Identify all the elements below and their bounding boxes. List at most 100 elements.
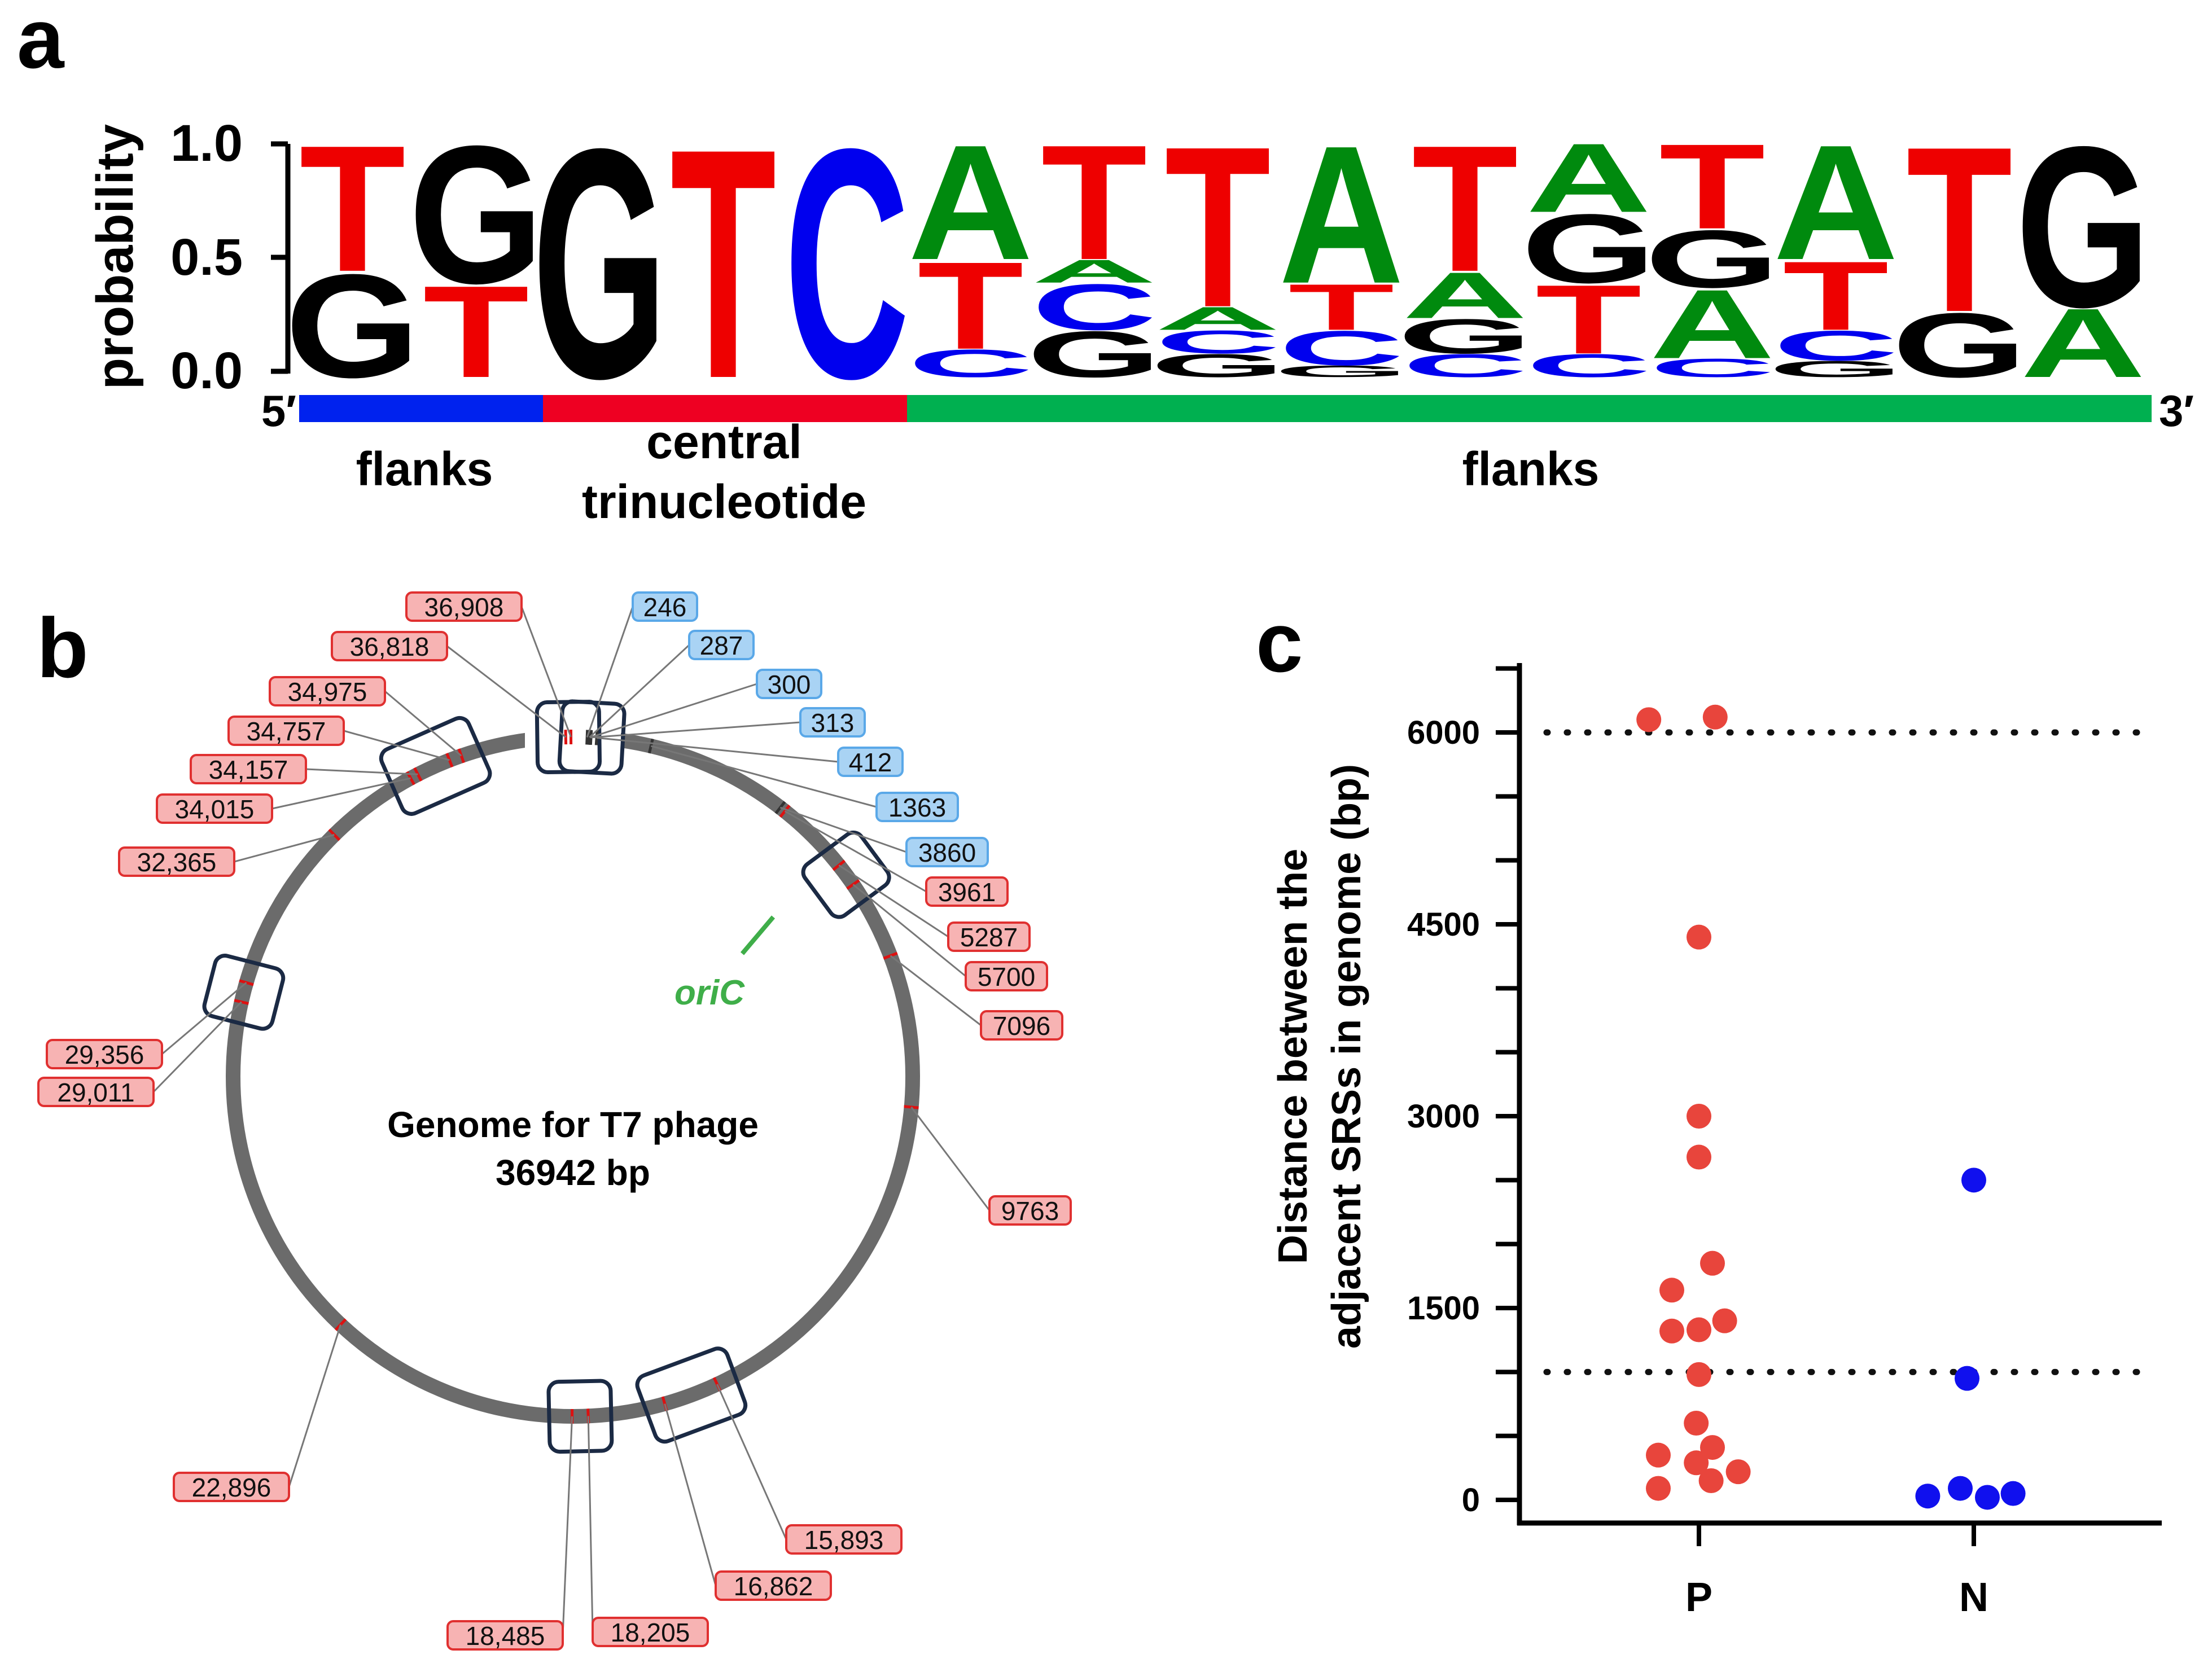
logo-letter-G-pos10: G: [1398, 309, 1532, 364]
site-label-box: [37, 1077, 155, 1107]
site-tick-246: [585, 730, 589, 745]
site-label-box: [785, 1524, 903, 1555]
panel-letter-a: a: [17, 0, 65, 86]
distance-scatter-panel: c Distance between the adjacent SRSs in …: [1256, 595, 2162, 1620]
site-tick-5287: [832, 859, 846, 871]
logo-letter-C-pos9: C: [1279, 321, 1404, 375]
site-leader-1363: [650, 745, 877, 808]
site-leader-7096: [890, 955, 982, 1026]
site-label-text: 5287: [960, 923, 1018, 952]
panel-letter-b: b: [37, 600, 89, 695]
point-P-13: [1700, 1435, 1725, 1460]
site-label-29,356: 29,356: [46, 1039, 163, 1069]
logo-ytick-label-1: 1.0: [170, 115, 243, 172]
point-P-1: [1636, 707, 1662, 732]
y-tick-label-6000: 6000: [1407, 714, 1480, 751]
site-leader-5287: [838, 864, 949, 938]
site-tick-22,896: [334, 1318, 347, 1331]
site-label-text: 34,157: [209, 755, 288, 784]
site-label-box: [980, 1010, 1063, 1041]
site-label-text: 7096: [993, 1011, 1050, 1041]
site-label-box: [592, 1617, 709, 1647]
site-label-246: 246: [632, 591, 698, 622]
logo-letter-G-pos11: G: [1521, 194, 1656, 304]
site-label-text: 300: [768, 670, 811, 699]
logo-letter-C-pos6: C: [908, 341, 1033, 385]
site-leader-287: [589, 644, 690, 738]
site-leader-5700: [852, 884, 966, 977]
site-label-box: [875, 792, 959, 822]
logo-letter-T-pos7: T: [1041, 111, 1147, 294]
site-label-box: [756, 669, 822, 699]
logo-letter-A-pos11: A: [1526, 123, 1652, 233]
y-tick-label-4500: 4500: [1407, 906, 1480, 943]
region-label-central-line2: trinucleotide: [582, 475, 866, 528]
site-leader-36,908: [520, 606, 572, 738]
point-P-11: [1687, 1362, 1711, 1387]
region-label-right-flanks: flanks: [1462, 442, 1600, 495]
oric-marker: [740, 915, 776, 955]
scatter-ticks: 0 1500 3000 4500 6000: [1407, 666, 1976, 1546]
five-prime-end: 5′: [261, 386, 296, 436]
cluster-box-5287-5700: [801, 830, 891, 919]
scatter-y-label-line2: adjacent SRSs in genome (bp): [1324, 764, 1369, 1349]
logo-letter-T-pos10: T: [1412, 108, 1518, 309]
point-N-4: [1915, 1484, 1941, 1509]
y-tick-label-1500: 1500: [1407, 1290, 1480, 1327]
site-leader-32,365: [234, 833, 335, 863]
site-label-32,365: 32,365: [118, 846, 235, 877]
logo-letter-T-pos1: T: [300, 108, 406, 309]
site-label-box: [156, 793, 273, 824]
site-leader-34,015: [271, 777, 411, 810]
site-leader-15,893: [716, 1384, 787, 1540]
genome-length: 36942 bp: [496, 1152, 650, 1193]
site-label-text: 32,365: [137, 848, 217, 877]
logo-letter-C-pos12: C: [1650, 353, 1775, 383]
site-label-16,862: 16,862: [715, 1570, 832, 1601]
x-label-N: N: [1959, 1575, 1988, 1620]
site-label-36,818: 36,818: [331, 631, 448, 661]
site-label-box: [46, 1039, 163, 1069]
x-label-P: P: [1685, 1575, 1712, 1620]
site-label-34,015: 34,015: [156, 793, 273, 824]
site-label-text: 3860: [918, 838, 976, 867]
site-tick-7096: [883, 951, 898, 960]
point-P-12: [1684, 1411, 1709, 1436]
site-leader-3860: [779, 806, 907, 853]
site-label-34,975: 34,975: [269, 676, 386, 706]
site-label-box: [632, 591, 698, 622]
logo-letter-A-pos10: A: [1403, 259, 1528, 332]
point-N-3: [1948, 1476, 1973, 1501]
point-P-9: [1687, 1317, 1711, 1342]
site-label-412: 412: [837, 747, 904, 777]
point-P-17: [1698, 1468, 1724, 1493]
site-label-box: [925, 876, 1009, 907]
site-leader-36,818: [446, 645, 567, 738]
logo-letter-C-pos8: C: [1155, 324, 1281, 361]
region-bar-right-flank: [907, 395, 2152, 422]
region-bar-central: [543, 395, 907, 422]
site-label-text: 15,893: [804, 1525, 884, 1555]
site-label-text: 34,975: [288, 677, 367, 706]
point-P-2: [1702, 704, 1728, 730]
site-label-box: [269, 676, 386, 706]
site-label-text: 246: [643, 593, 687, 622]
genome-title: Genome for T7 phage: [387, 1104, 759, 1145]
site-label-text: 36,818: [350, 632, 430, 661]
site-label-text: 16,862: [734, 1572, 813, 1601]
site-label-text: 18,205: [611, 1618, 690, 1647]
site-label-box: [227, 716, 345, 746]
site-leader-412: [597, 736, 839, 763]
logo-y-axis-label: probability: [86, 124, 144, 389]
site-label-text: 34,015: [175, 795, 255, 824]
cluster-boxes: [202, 699, 891, 1454]
site-leader-16,862: [664, 1403, 717, 1586]
point-P-4: [1687, 1104, 1711, 1129]
site-label-text: 36,908: [424, 593, 504, 622]
site-label-1363: 1363: [875, 792, 959, 822]
region-label-left-flanks: flanks: [356, 442, 493, 495]
site-leader-34,975: [384, 690, 462, 757]
logo-letter-C-pos7: C: [1032, 271, 1157, 344]
